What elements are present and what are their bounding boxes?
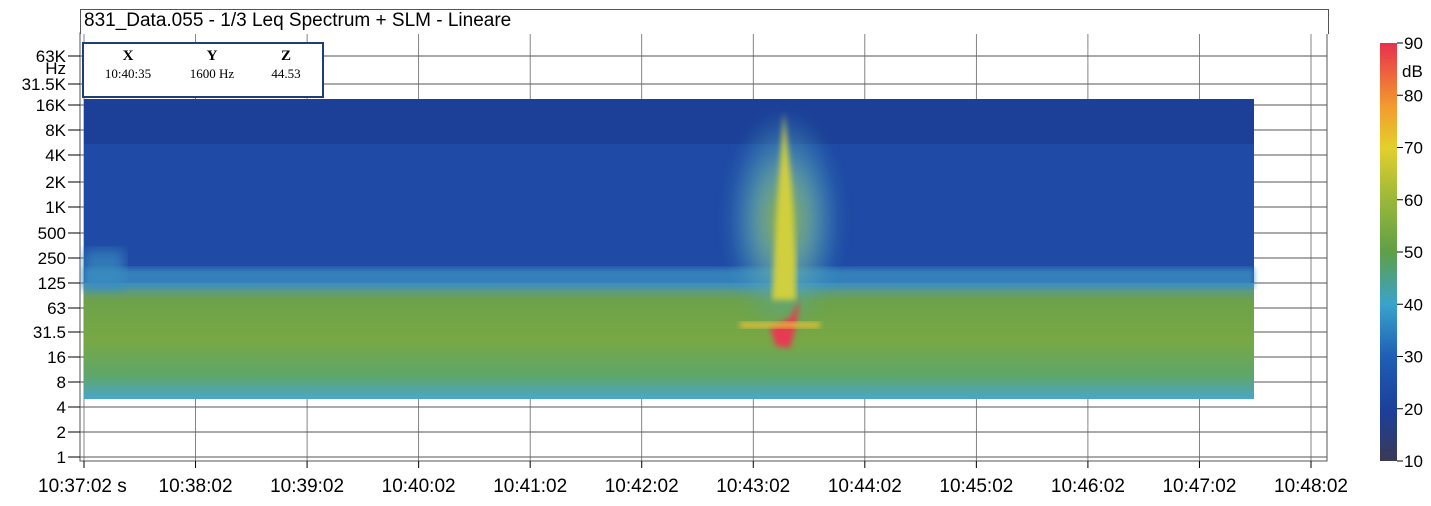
x-tick-label: 10:45:02 [939, 476, 1013, 497]
cursor-z: Z 44.53 [256, 48, 316, 82]
y-tick-label: 16K [36, 96, 67, 115]
colorbar-tick-label: 90 [1404, 34, 1423, 53]
x-tick-label: 10:44:02 [828, 476, 902, 497]
colorbar-tick-label: 30 [1404, 348, 1423, 367]
colorbar-tick-label: 80 [1404, 86, 1423, 105]
y-tick-label: Hz [45, 59, 66, 78]
y-tick-label: 2 [57, 423, 66, 442]
heatmap-lowfreq-band [84, 283, 1254, 399]
cursor-y-label: Y [206, 48, 218, 64]
cursor-z-label: Z [280, 48, 291, 64]
x-tick-label: 10:40:02 [382, 476, 456, 497]
y-tick-label: 500 [38, 224, 66, 243]
cursor-x-label: X [122, 48, 134, 64]
y-tick-label: 16 [47, 348, 66, 367]
x-tick-label: 10:42:02 [605, 476, 679, 497]
colorbar-tick-label: 70 [1404, 139, 1423, 158]
colorbar-axis: 90 80 70 60 50 40 30 20 10 [1397, 34, 1423, 471]
x-tick-label: 10:39:02 [270, 476, 344, 497]
y-tick-label: 31.5K [22, 75, 67, 94]
heatmap-transition-band [84, 268, 1254, 288]
x-tick-label: 10:38:02 [159, 476, 233, 497]
y-tick-label: 4 [57, 398, 66, 417]
y-tick-label: 4K [45, 146, 66, 165]
y-tick-label: 250 [38, 249, 66, 268]
y-tick-label: 8 [57, 373, 66, 392]
x-tick-label: 10:37:02 s [38, 476, 127, 497]
y-tick-label: 8K [45, 121, 66, 140]
heatmap-body [84, 99, 1254, 399]
colorbar-tick-label: 20 [1404, 400, 1423, 419]
chart-title: 831_Data.055 - 1/3 Leq Spectrum + SLM - … [84, 10, 512, 31]
cursor-y-value: 1600 Hz [189, 66, 235, 81]
y-tick-label: 63 [47, 299, 66, 318]
event-line [740, 322, 820, 328]
x-tick-label: 10:46:02 [1051, 476, 1125, 497]
cursor-z-value: 44.53 [271, 66, 301, 81]
cursor-x: X 10:40:35 [98, 48, 158, 82]
y-tick-label: 125 [38, 274, 66, 293]
colorbar-unit: dB [1402, 62, 1423, 81]
colorbar-tick-label: 60 [1404, 191, 1423, 210]
x-tick-label: 10:48:02 [1274, 476, 1348, 497]
x-tick-label: 10:43:02 [716, 476, 790, 497]
x-tick-label: 10:47:02 [1162, 476, 1236, 497]
colorbar [1380, 43, 1397, 461]
colorbar-tick-label: 10 [1404, 452, 1423, 471]
y-tick-label: 31.5 [33, 323, 66, 342]
cursor-y: Y 1600 Hz [182, 48, 242, 82]
title-bar [80, 9, 1329, 34]
y-tick-label: 2K [45, 173, 66, 192]
y-tick-label: 1K [45, 198, 66, 217]
cursor-readout: X 10:40:35 Y 1600 Hz Z 44.53 [82, 42, 324, 98]
cursor-x-value: 10:40:35 [104, 66, 152, 81]
x-axis: 10:37:02 s 10:38:02 10:39:02 10:40:02 10:41:… [38, 461, 1348, 497]
heatmap-highfreq-band [84, 99, 1254, 144]
heatmap-left-edge [84, 250, 124, 290]
colorbar-tick-label: 40 [1404, 295, 1423, 314]
y-tick-label: 63K [36, 47, 67, 66]
event-core [772, 112, 796, 300]
colorbar-tick-label: 50 [1404, 243, 1423, 262]
y-tick-label: 1 [57, 448, 66, 467]
x-tick-label: 10:41:02 [493, 476, 567, 497]
